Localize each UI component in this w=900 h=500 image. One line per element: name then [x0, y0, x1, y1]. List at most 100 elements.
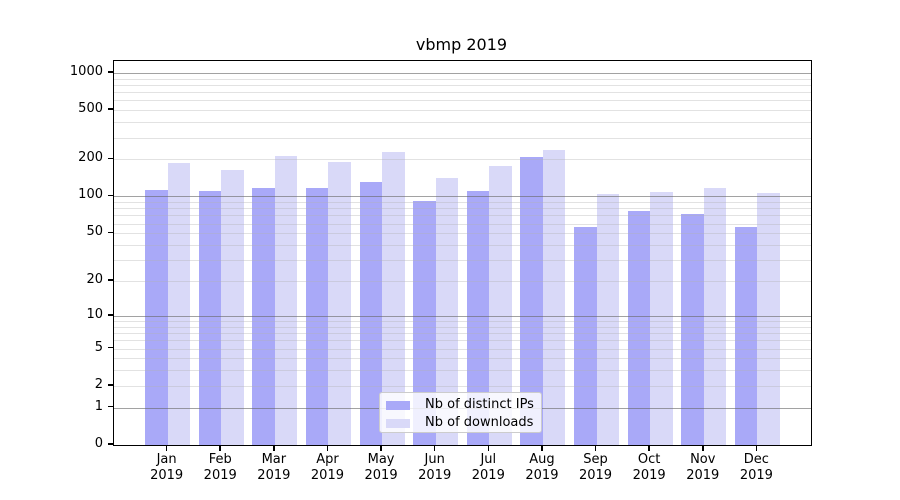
bar-distinct-ips-dec: [734, 227, 758, 445]
minor-gridline: [114, 215, 811, 217]
x-tick-mark: [594, 445, 597, 451]
x-tick-mark: [755, 445, 758, 451]
minor-gridline: [114, 92, 811, 94]
minor-gridline: [114, 233, 811, 235]
minor-gridline: [114, 348, 811, 350]
major-gridline: [114, 196, 811, 198]
x-tick-mark: [541, 445, 543, 451]
major-gridline: [114, 315, 811, 317]
bar-distinct-ips-jan: [145, 189, 168, 445]
y-tick-label: 1000: [69, 63, 103, 79]
y-tick-label: 200: [78, 150, 103, 166]
minor-gridline: [114, 326, 811, 328]
bar-distinct-ips-may: [359, 182, 383, 445]
minor-gridline: [114, 159, 811, 161]
bar-downloads-apr: [328, 162, 351, 445]
y-tick-mark: [108, 71, 113, 73]
bar-downloads-aug: [542, 149, 566, 445]
minor-gridline: [114, 100, 811, 102]
minor-gridline: [114, 321, 811, 322]
y-tick-label: 5: [94, 339, 103, 355]
bar-downloads-jan: [167, 163, 191, 445]
x-tick-label-oct: Oct 2019: [632, 452, 666, 483]
minor-gridline: [114, 110, 811, 112]
x-tick-label-may: May 2019: [364, 452, 398, 483]
minor-gridline: [114, 245, 811, 246]
x-tick-mark: [648, 445, 650, 451]
y-tick-mark: [108, 194, 113, 197]
y-tick-mark: [108, 384, 113, 386]
minor-gridline: [114, 260, 811, 262]
y-tick-mark: [108, 108, 113, 110]
x-tick-mark: [702, 445, 704, 451]
y-tick-label: 1: [94, 398, 103, 414]
y-tick-mark: [108, 279, 113, 281]
y-tick-label: 50: [86, 224, 103, 240]
legend-label-downloads: Nb of downloads: [425, 415, 534, 430]
minor-gridline: [114, 202, 811, 204]
x-tick-mark: [433, 445, 436, 451]
y-tick-label: 100: [78, 187, 103, 203]
major-gridline: [114, 72, 811, 74]
y-tick-mark: [108, 443, 113, 445]
legend-entry-distinct-ips: Nb of distinct IPs: [386, 396, 541, 414]
y-tick-mark: [108, 405, 113, 408]
x-tick-label-nov: Nov 2019: [686, 452, 720, 483]
y-tick-label: 10: [86, 306, 103, 322]
y-tick-mark: [108, 314, 113, 316]
bar-downloads-jun: [435, 177, 459, 445]
y-tick-label: 0: [94, 436, 103, 451]
legend: Nb of distinct IPs Nb of downloads: [379, 392, 542, 433]
legend-swatch-downloads: [386, 418, 410, 428]
bar-distinct-ips-sep: [574, 227, 597, 445]
bar-downloads-dec: [757, 192, 780, 445]
x-tick-label-apr: Apr 2019: [310, 452, 344, 483]
bar-downloads-feb: [221, 169, 244, 445]
x-tick-mark: [487, 445, 490, 451]
bar-distinct-ips-feb: [198, 191, 222, 445]
y-tick-mark: [108, 231, 113, 233]
minor-gridline: [114, 78, 811, 80]
y-tick-label: 500: [78, 101, 103, 117]
bar-downloads-may: [382, 151, 405, 445]
minor-gridline: [114, 385, 811, 387]
x-tick-label-jul: Jul 2019: [471, 452, 505, 483]
x-tick-mark: [326, 445, 329, 451]
x-tick-mark: [380, 445, 382, 451]
x-tick-label-dec: Dec 2019: [739, 452, 773, 483]
y-tick-mark: [108, 157, 113, 160]
minor-gridline: [114, 122, 811, 124]
minor-gridline: [114, 223, 811, 225]
x-tick-mark: [165, 445, 168, 451]
x-tick-label-feb: Feb 2019: [203, 452, 237, 483]
minor-gridline: [114, 358, 811, 360]
x-tick-label-sep: Sep 2019: [578, 452, 613, 483]
x-tick-label-jun: Jun 2019: [418, 452, 452, 483]
minor-gridline: [114, 84, 811, 86]
minor-gridline: [114, 137, 811, 139]
legend-label-distinct-ips: Nb of distinct IPs: [425, 397, 534, 412]
y-tick-mark: [108, 346, 113, 349]
x-tick-label-mar: Mar 2019: [257, 452, 291, 483]
plot-area: [113, 60, 812, 446]
x-tick-label-jan: Jan 2019: [150, 452, 184, 483]
chart-title: vbmp 2019: [415, 35, 508, 54]
y-tick-label: 20: [86, 272, 103, 288]
bar-downloads-sep: [596, 193, 620, 445]
bar-downloads-jul: [489, 165, 512, 445]
bar-downloads-oct: [650, 192, 673, 445]
x-tick-mark: [273, 445, 275, 451]
bar-distinct-ips-jun: [413, 200, 436, 445]
legend-swatch-distinct-ips: [386, 400, 410, 410]
minor-gridline: [114, 340, 811, 342]
bar-distinct-ips-jul: [466, 190, 490, 445]
bar-distinct-ips-aug: [520, 156, 543, 445]
minor-gridline: [114, 370, 811, 372]
x-tick-mark: [219, 445, 221, 451]
bar-distinct-ips-nov: [681, 213, 704, 445]
x-tick-label-aug: Aug 2019: [525, 452, 559, 483]
minor-gridline: [114, 208, 811, 210]
minor-gridline: [114, 281, 811, 283]
legend-entry-downloads: Nb of downloads: [386, 414, 541, 432]
